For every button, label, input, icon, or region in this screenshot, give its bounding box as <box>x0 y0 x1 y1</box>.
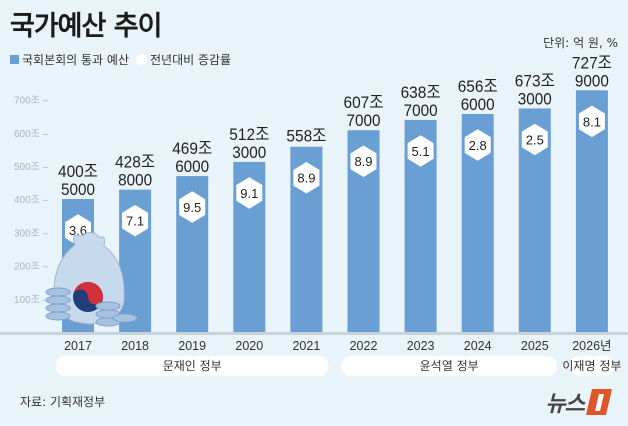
value-label-line1: 469조 <box>172 139 212 158</box>
growth-hexagon <box>521 123 548 156</box>
logo-mark-icon <box>586 389 612 415</box>
value-label-line2: 7000 <box>404 101 438 120</box>
growth-hexagon <box>407 135 434 167</box>
logo-text: 뉴스 <box>545 392 585 417</box>
legend-bar-label: 국회본회의 통과 예산 <box>22 53 129 67</box>
value-label-line2: 3000 <box>518 89 552 108</box>
y-tick-label: 100조 – <box>14 295 49 306</box>
x-tick-label: 2025 <box>521 339 549 353</box>
x-tick-label: 2021 <box>292 339 320 353</box>
period-pill <box>569 356 614 376</box>
source-label: 자료: 기획재정부 <box>20 395 106 409</box>
chart-title: 국가예산 추이 <box>10 11 162 42</box>
x-tick-label: 2026년 <box>572 339 611 353</box>
y-tick-label: 300조 – <box>14 228 49 239</box>
growth-rate-label: 9.1 <box>240 186 258 201</box>
value-label-line1: 428조 <box>115 153 155 172</box>
growth-rate-label: 7.1 <box>126 214 144 229</box>
value-label-line1: 558조 <box>286 127 326 146</box>
x-tick-label: 2019 <box>178 339 206 353</box>
x-tick-label: 2024 <box>464 339 492 353</box>
news1-logo: 뉴스 <box>546 386 614 418</box>
money-bag-icon <box>45 232 138 327</box>
value-label-line2: 9000 <box>575 71 609 90</box>
x-tick-label: 2017 <box>64 339 92 353</box>
taegeuk-red <box>73 282 103 305</box>
coin <box>45 311 71 321</box>
period-pill <box>341 356 557 376</box>
coin <box>112 313 138 323</box>
value-label-line2: 3000 <box>232 143 266 162</box>
x-tick-label: 2020 <box>235 339 263 353</box>
value-label-line2: 5000 <box>61 180 95 199</box>
coin <box>45 303 71 313</box>
growth-hexagon <box>122 204 149 237</box>
legend: 국회본회의 통과 예산 전년대비 증감률 <box>10 51 231 68</box>
growth-rate-label: 8.9 <box>354 154 372 169</box>
growth-hexagon <box>293 162 320 194</box>
growth-hexagon <box>464 129 491 161</box>
growth-rate-label: 8.1 <box>583 114 601 129</box>
value-label-line1: 512조 <box>229 125 269 144</box>
coin <box>95 301 121 311</box>
value-label-line1: 656조 <box>458 77 498 96</box>
y-tick-label: 200조 – <box>14 262 49 273</box>
growth-rate-label: 5.1 <box>412 144 430 159</box>
legend-hex-swatch <box>136 54 147 65</box>
growth-rate-label: 2.8 <box>469 138 487 153</box>
y-tick-label: 500조 – <box>14 162 49 173</box>
value-label-line1: 607조 <box>344 93 384 112</box>
growth-rate-label: 9.5 <box>183 200 201 215</box>
growth-rate-label: 8.9 <box>297 171 315 186</box>
period-label: 문재인 정부 <box>163 359 222 373</box>
value-label-line1: 638조 <box>401 83 441 102</box>
legend-bar-swatch <box>10 55 19 64</box>
growth-hexagon <box>236 177 263 209</box>
baseline <box>0 332 628 335</box>
growth-hexagon <box>179 191 206 223</box>
y-tick-label: 700조 – <box>14 96 49 107</box>
y-tick-label: 400조 – <box>14 195 49 206</box>
value-label-line2: 6000 <box>175 157 209 176</box>
x-tick-label: 2018 <box>121 339 149 353</box>
value-label-line1: 727조 <box>572 53 612 72</box>
y-tick-label: 600조 – <box>14 129 49 140</box>
value-label-line2: 6000 <box>461 95 495 114</box>
x-tick-label: 2023 <box>407 339 435 353</box>
growth-hexagon <box>578 105 605 138</box>
period-label: 윤석열 정부 <box>420 359 479 373</box>
period-label: 이재명 정부 <box>562 359 621 373</box>
legend-hex-label: 전년대비 증감률 <box>150 53 232 67</box>
value-label-line2: 7000 <box>347 111 381 130</box>
growth-rate-label: 2.5 <box>526 132 544 147</box>
value-label-line1: 400조 <box>58 162 98 181</box>
growth-hexagon <box>350 145 377 177</box>
value-label-line1: 673조 <box>515 71 555 90</box>
coin <box>45 295 71 305</box>
unit-label: 단위: 억 원, % <box>543 36 618 50</box>
growth-rate-label: 3.6 <box>69 223 87 238</box>
coin <box>45 287 71 297</box>
x-tick-label: 2022 <box>350 339 378 353</box>
value-label-line2: 8000 <box>118 171 152 190</box>
period-pill <box>56 356 329 376</box>
